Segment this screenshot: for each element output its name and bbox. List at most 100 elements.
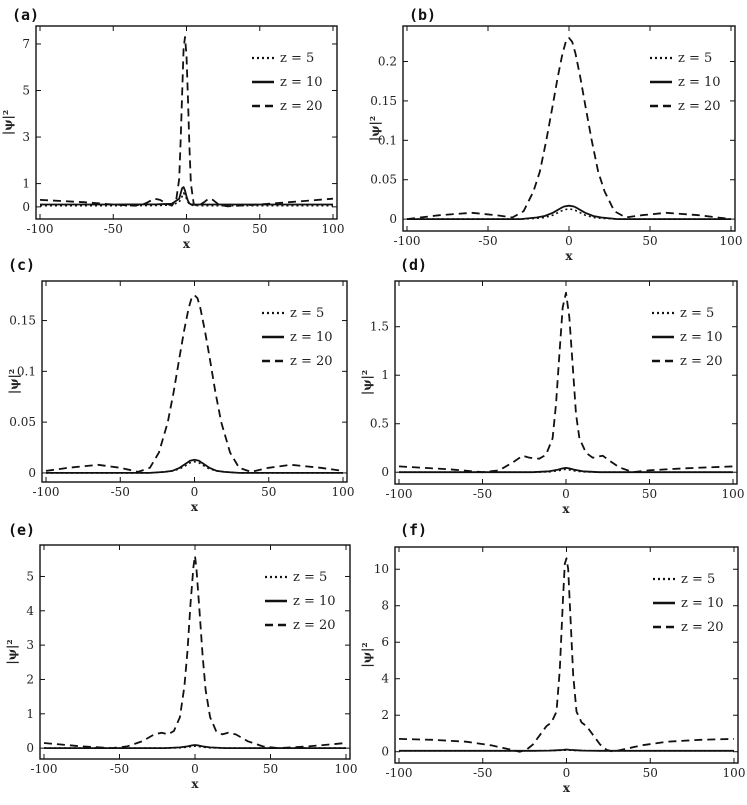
x-tick-label: 0 — [563, 766, 571, 780]
x-tick-label: 50 — [642, 487, 657, 501]
x-tick-label: -50 — [104, 222, 123, 236]
x-tick-label: -50 — [473, 766, 492, 780]
y-tick-label: 0.05 — [370, 173, 397, 187]
x-axis-label: x — [191, 777, 199, 791]
y-tick-label: 1 — [381, 368, 389, 382]
x-axis-label: x — [191, 500, 199, 514]
x-tick-label: 100 — [720, 234, 743, 248]
panel-label: (e) — [8, 521, 35, 539]
legend-label: z = 20 — [681, 620, 724, 635]
y-tick-label: 0 — [26, 741, 34, 755]
x-tick-label: 0 — [562, 487, 570, 501]
x-axis-label: x — [183, 237, 191, 251]
panel-label: (c) — [8, 256, 35, 274]
y-tick-label: 4 — [381, 672, 389, 686]
panel-label: (a) — [12, 6, 39, 24]
series-line-dashed — [39, 36, 334, 208]
panel-5: (f) -100 -50 0 50 100 0 2 4 6 8 10 x |ψ|² z = 5 z = 10 z… — [360, 521, 745, 795]
x-axis-label: x — [563, 781, 571, 795]
series-line-solid — [40, 186, 333, 206]
y-tick-label: 1 — [26, 707, 34, 721]
legend-label: z = 20 — [680, 354, 723, 369]
y-tick-label: 3 — [26, 638, 34, 652]
y-tick-label: 0.1 — [17, 364, 36, 378]
x-tick-label: 0 — [191, 485, 199, 499]
legend-label: z = 20 — [293, 618, 336, 633]
y-tick-label: 0 — [28, 466, 36, 480]
y-tick-label: 0.05 — [9, 415, 36, 429]
y-tick-label: 1 — [22, 177, 30, 191]
legend-label: z = 10 — [290, 330, 333, 345]
x-tick-label: -100 — [386, 487, 413, 501]
y-axis-label: |ψ|² — [1, 110, 15, 135]
x-tick-label: 100 — [722, 487, 745, 501]
series-line-solid — [46, 458, 343, 474]
legend-label: z = 5 — [290, 306, 324, 321]
y-tick-label: 0.5 — [370, 417, 389, 431]
y-tick-label: 0 — [381, 745, 389, 759]
panel-label: (f) — [400, 521, 427, 539]
panel-label: (b) — [409, 6, 436, 24]
y-tick-label: 0 — [389, 212, 397, 226]
y-tick-label: 8 — [381, 599, 389, 613]
y-tick-label: 3 — [22, 130, 30, 144]
y-tick-label: 10 — [374, 562, 389, 576]
x-tick-label: 50 — [252, 222, 267, 236]
series-line-solid — [44, 744, 346, 749]
legend-label: z = 5 — [293, 570, 327, 585]
x-tick-label: 50 — [261, 485, 276, 499]
x-tick-label: 50 — [642, 234, 657, 248]
legend-label: z = 10 — [680, 330, 723, 345]
x-tick-label: 50 — [643, 766, 658, 780]
legend-label: z = 10 — [681, 596, 724, 611]
panel-3: (d) -100 -50 0 50 100 0 0.5 1 1.5 x |ψ|² z = 5 z = 10… — [360, 256, 744, 516]
series-line-dashed — [45, 294, 344, 473]
x-tick-label: -100 — [386, 766, 413, 780]
legend-label: z = 5 — [280, 51, 314, 66]
panel-1: (b) -100 -50 0 50 100 0 0.05 0.1 0.15 0.2 x |ψ|² z = … — [368, 6, 742, 263]
y-axis-label: |ψ|² — [360, 370, 374, 395]
series-line-dashed — [406, 37, 732, 220]
series-line-dashed — [398, 291, 734, 474]
series-line-solid — [407, 204, 731, 221]
x-tick-label: 50 — [263, 762, 278, 776]
x-tick-label: -50 — [478, 234, 497, 248]
y-tick-label: 0.1 — [378, 133, 397, 147]
x-tick-label: 100 — [335, 762, 358, 776]
x-tick-label: -100 — [394, 234, 421, 248]
x-tick-label: -100 — [33, 485, 60, 499]
y-tick-label: 1.5 — [370, 320, 389, 334]
y-tick-label: 5 — [22, 84, 30, 98]
legend-label: z = 5 — [678, 51, 712, 66]
y-tick-label: 0.15 — [370, 94, 397, 108]
y-axis-label: |ψ|² — [7, 369, 21, 394]
series-line-dotted — [46, 460, 343, 474]
series-line-dotted — [407, 208, 731, 220]
x-tick-label: 100 — [332, 485, 355, 499]
x-tick-label: -50 — [111, 485, 130, 499]
x-axis-label: x — [562, 502, 570, 516]
legend-label: z = 20 — [290, 354, 333, 369]
panel-label: (d) — [400, 256, 427, 274]
y-tick-label: 0.15 — [9, 314, 36, 328]
legend-label: z = 10 — [678, 75, 721, 90]
y-tick-label: 0 — [22, 200, 30, 214]
y-axis-label: |ψ|² — [360, 642, 374, 667]
x-tick-label: 0 — [183, 222, 191, 236]
panel-4: (e) -100 -50 0 50 100 0 1 2 3 4 5 x |ψ|² z = 5 z = 10 z … — [5, 521, 357, 791]
x-tick-label: 0 — [191, 762, 199, 776]
series-line-solid — [399, 466, 733, 474]
x-tick-label: 0 — [565, 234, 573, 248]
y-tick-label: 6 — [381, 635, 389, 649]
x-tick-label: -50 — [473, 487, 492, 501]
series-line-dashed — [43, 555, 347, 749]
x-tick-label: 100 — [723, 766, 746, 780]
x-tick-label: -100 — [31, 762, 58, 776]
y-tick-label: 2 — [26, 672, 34, 686]
legend-label: z = 20 — [678, 99, 721, 114]
x-tick-label: 100 — [322, 222, 345, 236]
y-tick-label: 7 — [22, 37, 30, 51]
x-axis-label: x — [565, 249, 573, 263]
series-line-dashed — [398, 557, 735, 753]
